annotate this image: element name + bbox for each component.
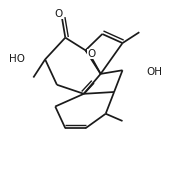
Text: O: O — [54, 9, 63, 19]
Text: OH: OH — [146, 67, 162, 77]
Text: HO: HO — [9, 54, 25, 64]
Text: O: O — [87, 49, 96, 59]
